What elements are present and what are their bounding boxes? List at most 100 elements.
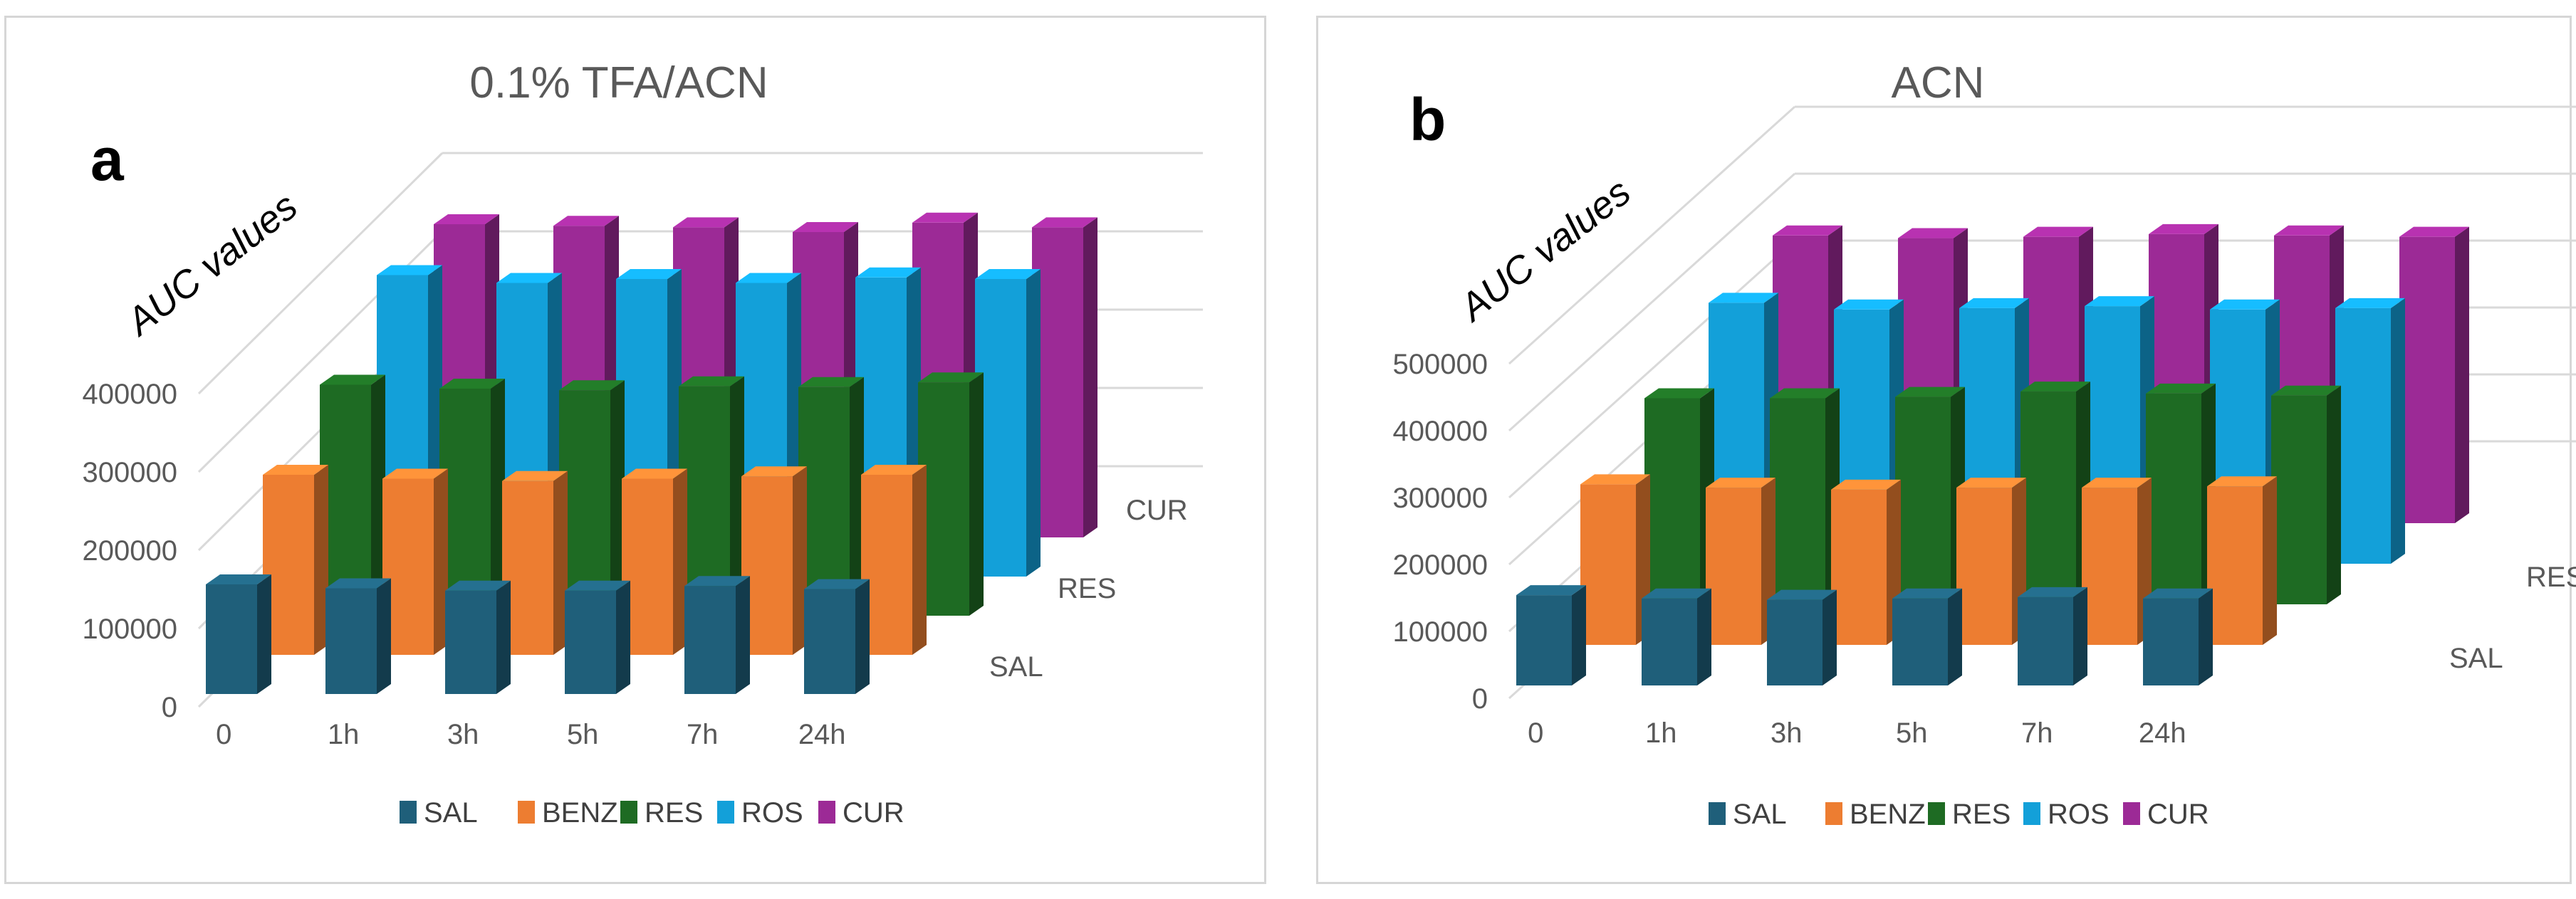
bar-top xyxy=(2271,385,2341,396)
legend: SAL BENZ RES ROS CUR xyxy=(400,797,904,829)
bar-side xyxy=(616,580,630,694)
bar-sal-3h xyxy=(445,580,511,694)
depth-label: SAL xyxy=(2449,643,2503,674)
bar-side xyxy=(2455,226,2469,523)
bar-top xyxy=(496,273,562,283)
bar-side xyxy=(2327,385,2341,604)
bar-top xyxy=(2207,476,2277,487)
bar-benz-0 xyxy=(263,465,328,655)
bar-sal-5h xyxy=(1892,588,1962,685)
bar-side xyxy=(2391,298,2405,564)
bar-top xyxy=(320,374,385,385)
x-tick-label: 7h xyxy=(687,719,719,750)
panel-label: b xyxy=(1409,86,1446,153)
bar-benz-5h xyxy=(622,468,687,655)
bar-front xyxy=(2146,393,2201,604)
bar-top xyxy=(263,465,328,475)
legend-label-sal: SAL xyxy=(1733,799,1787,830)
bar-ros-24h xyxy=(975,269,1041,577)
bar-top xyxy=(741,466,807,477)
bar-res-24h xyxy=(918,372,984,616)
bar-front xyxy=(2207,486,2263,645)
bar-top xyxy=(2143,588,2213,599)
bar-top xyxy=(2399,226,2469,237)
bar-sal-3h xyxy=(1767,589,1837,685)
x-tick-label: 7h xyxy=(2021,717,2053,749)
bar-front xyxy=(1706,488,1761,645)
legend-swatch-cur xyxy=(818,801,835,824)
bar-top xyxy=(798,377,864,387)
bar-top xyxy=(1709,293,1778,303)
bar-res-3h xyxy=(559,380,625,616)
bar-top xyxy=(2146,383,2216,394)
bar-sal-0 xyxy=(206,574,271,694)
bar-top xyxy=(855,267,921,278)
gridline-side xyxy=(1508,105,1796,365)
legend-label-ros: ROS xyxy=(2048,799,2110,830)
x-tick-label: 0 xyxy=(1528,717,1543,749)
bar-cur-24h xyxy=(2399,226,2469,523)
legend-label-cur: CUR xyxy=(843,797,904,829)
bar-side xyxy=(371,374,385,616)
bar-benz-7h xyxy=(2082,478,2152,645)
bar-front xyxy=(1644,398,1700,604)
bar-res-24h xyxy=(2271,385,2341,604)
bar-front xyxy=(1831,489,1887,645)
bar-front xyxy=(206,584,257,694)
panel-label: a xyxy=(90,126,125,193)
bar-cur-24h xyxy=(1032,217,1097,537)
legend-swatch-benz xyxy=(518,801,535,824)
bar-side xyxy=(1083,217,1097,537)
bar-res-1h xyxy=(439,379,505,616)
bar-front xyxy=(2082,488,2137,645)
bar-side xyxy=(912,465,927,655)
legend-swatch-sal xyxy=(400,801,417,824)
bar-res-7h xyxy=(2146,383,2216,604)
bar-top xyxy=(1516,585,1586,596)
bar-res-3h xyxy=(1895,387,1965,604)
bar-top xyxy=(1956,478,2026,488)
bar-side xyxy=(730,376,744,616)
bar-top xyxy=(502,470,568,481)
bar-front xyxy=(445,590,496,694)
y-tick-label: 0 xyxy=(1472,683,1488,715)
legend-label-sal: SAL xyxy=(424,797,478,829)
bar-top xyxy=(1892,588,1962,599)
x-tick-label: 24h xyxy=(798,719,846,750)
bar-top xyxy=(1959,298,2029,308)
bar-top xyxy=(434,214,499,224)
x-tick-label: 5h xyxy=(567,719,599,750)
legend-label-res: RES xyxy=(645,797,703,829)
bar-sal-7h xyxy=(684,576,750,694)
bar-res-1h xyxy=(1770,388,1840,604)
bar-top xyxy=(793,222,858,232)
y-tick-label: 300000 xyxy=(1393,483,1488,514)
bar-side xyxy=(850,377,864,616)
y-axis-label: AUC values xyxy=(1451,170,1639,330)
bar-front xyxy=(2399,236,2455,523)
bar-top xyxy=(1767,589,1837,600)
legend-label-res: RES xyxy=(1952,799,2011,830)
x-tick-label: 0 xyxy=(216,719,231,750)
bar-front xyxy=(2020,391,2076,604)
bar-top xyxy=(382,468,448,479)
bar-top xyxy=(1032,217,1097,228)
y-tick-label: 200000 xyxy=(1393,550,1488,581)
bar-front xyxy=(1580,484,1636,645)
y-tick-label: 300000 xyxy=(83,457,177,488)
bar-front xyxy=(684,586,736,694)
bar-front xyxy=(1642,598,1697,685)
y-tick-label: 200000 xyxy=(83,535,177,567)
bar-side xyxy=(610,380,625,616)
bar-front xyxy=(1770,398,1825,604)
bar-sal-24h xyxy=(804,579,870,694)
bar-top xyxy=(2335,298,2405,308)
bar-top xyxy=(975,269,1041,279)
bar-top xyxy=(616,269,682,279)
bar-top xyxy=(445,580,511,591)
bar-top xyxy=(1770,388,1840,399)
bar-sal-0 xyxy=(1516,585,1586,685)
legend-swatch-ros xyxy=(717,801,734,824)
bar-front xyxy=(565,590,616,694)
